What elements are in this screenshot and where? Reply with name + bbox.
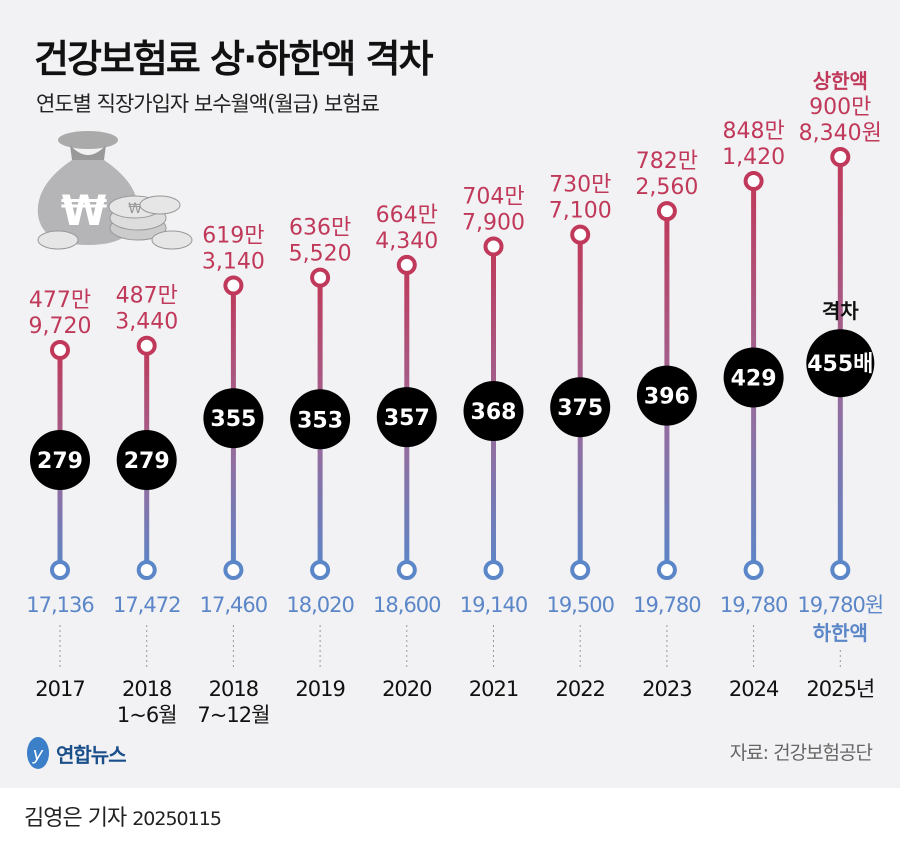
- lower-value-label: 18,020: [286, 593, 353, 617]
- gap-circle: [116, 430, 177, 490]
- lower-value-label: 17,472: [113, 593, 180, 617]
- category-label: 2024: [729, 677, 779, 701]
- upper-value-label: 619만: [202, 223, 264, 248]
- upper-point: [50, 340, 70, 360]
- category-label: 2018: [122, 677, 171, 701]
- upper-point: [223, 275, 244, 296]
- upper-series-label: 상한액: [813, 69, 868, 93]
- gap-circle: [806, 329, 875, 398]
- category-label: 2023: [642, 677, 691, 701]
- upper-value-label: 9,720: [29, 314, 92, 339]
- lower-value-label: 19,140: [460, 593, 527, 617]
- upper-value-label: 5,520: [289, 242, 352, 267]
- lower-value-label: 17,136: [26, 593, 94, 617]
- logo-icon: y: [27, 737, 49, 769]
- lower-value-label: 19,780원: [797, 593, 883, 617]
- gap-label: 396: [644, 385, 690, 410]
- category-label: 2019: [295, 677, 344, 701]
- category-label: 2018: [209, 677, 258, 701]
- lower-point: [656, 560, 677, 580]
- gap-label: 455배: [807, 352, 873, 377]
- upper-value-label: 636만: [289, 216, 351, 241]
- upper-value-label: 664만: [376, 203, 438, 228]
- upper-point: [743, 171, 764, 192]
- gap-circle: [550, 377, 611, 438]
- upper-point: [656, 201, 677, 222]
- upper-value-label: 477만: [29, 288, 91, 313]
- svg-text:₩: ₩: [128, 201, 142, 217]
- gap-circle: [203, 388, 264, 449]
- upper-value-label: 4,340: [375, 229, 438, 254]
- gap-circle: [376, 387, 437, 448]
- lower-value-label: 18,600: [373, 593, 440, 617]
- gap-label: 375: [557, 396, 603, 421]
- lower-point: [50, 560, 70, 580]
- gap-circle: [463, 381, 524, 442]
- lower-value-label: 19,780: [633, 593, 700, 617]
- gap-series-label: 격차: [822, 299, 859, 323]
- upper-value-label: 782만: [636, 149, 698, 174]
- category-label: 2022: [555, 677, 604, 701]
- gap-label: 368: [471, 400, 517, 425]
- category-label: 1~6월: [117, 703, 177, 727]
- gap-label: 353: [297, 408, 343, 433]
- gap-circle: [290, 389, 351, 450]
- category-label: 2025년: [806, 677, 874, 701]
- won-coin-icon: ₩: [37, 195, 193, 250]
- gap-label: 279: [37, 449, 83, 474]
- upper-value-label: 730만: [549, 173, 611, 198]
- lower-series-label: 하한액: [813, 621, 868, 645]
- upper-point: [830, 147, 851, 168]
- lower-value-label: 19,500: [546, 593, 613, 617]
- upper-point: [136, 335, 157, 356]
- logo-text: 연합뉴스: [56, 742, 127, 767]
- lower-point: [483, 560, 504, 580]
- lower-point: [136, 560, 157, 580]
- lower-point: [570, 560, 591, 580]
- upper-value-label: 487만: [116, 284, 178, 309]
- source-note: 자료: 건강보험공단: [729, 742, 873, 764]
- upper-value-label: 3,140: [202, 249, 265, 274]
- upper-value-label: 704만: [462, 184, 524, 209]
- lower-point: [743, 560, 764, 580]
- gap-label: 279: [124, 449, 170, 474]
- upper-point: [396, 254, 417, 275]
- gap-label: 429: [731, 367, 777, 392]
- category-label: 2017: [35, 677, 84, 701]
- svg-text:₩: ₩: [61, 186, 107, 235]
- gap-circle: [636, 365, 697, 426]
- upper-value-label: 848만: [722, 119, 784, 144]
- gap-circle: [723, 347, 784, 408]
- author: 김영은 기자: [24, 806, 127, 831]
- gap-label: 357: [384, 406, 430, 431]
- byline: 김영은 기자 20250115: [24, 800, 222, 832]
- upper-point: [310, 267, 331, 288]
- upper-value-label: 900만: [809, 95, 871, 120]
- gap-label: 355: [210, 407, 256, 432]
- upper-value-label: 8,340원: [799, 121, 882, 146]
- lower-value-label: 17,460: [200, 593, 267, 617]
- upper-point: [483, 236, 504, 257]
- date: 20250115: [132, 808, 222, 830]
- page-title: 건강보험료 상·하한액 격차: [34, 37, 433, 81]
- upper-value-label: 1,420: [722, 145, 785, 170]
- category-label: 2021: [469, 677, 518, 701]
- gap-circle: [30, 430, 90, 490]
- subtitle: 연도별 직장가입자 보수월액(월급) 보험료: [36, 92, 380, 116]
- category-label: 2020: [382, 677, 431, 701]
- yonhap-logo: y 연합뉴스: [24, 735, 127, 771]
- lower-point: [830, 560, 851, 580]
- lower-point: [396, 560, 417, 580]
- lower-point: [310, 560, 331, 580]
- upper-point: [570, 224, 591, 245]
- upper-value-label: 3,440: [115, 310, 178, 335]
- upper-value-label: 7,100: [549, 199, 612, 224]
- lower-value-label: 19,780: [720, 593, 787, 617]
- lower-point: [223, 560, 244, 580]
- upper-value-label: 2,560: [635, 175, 698, 200]
- category-label: 7~12월: [197, 703, 269, 727]
- svg-text:y: y: [32, 744, 44, 765]
- upper-value-label: 7,900: [462, 210, 525, 235]
